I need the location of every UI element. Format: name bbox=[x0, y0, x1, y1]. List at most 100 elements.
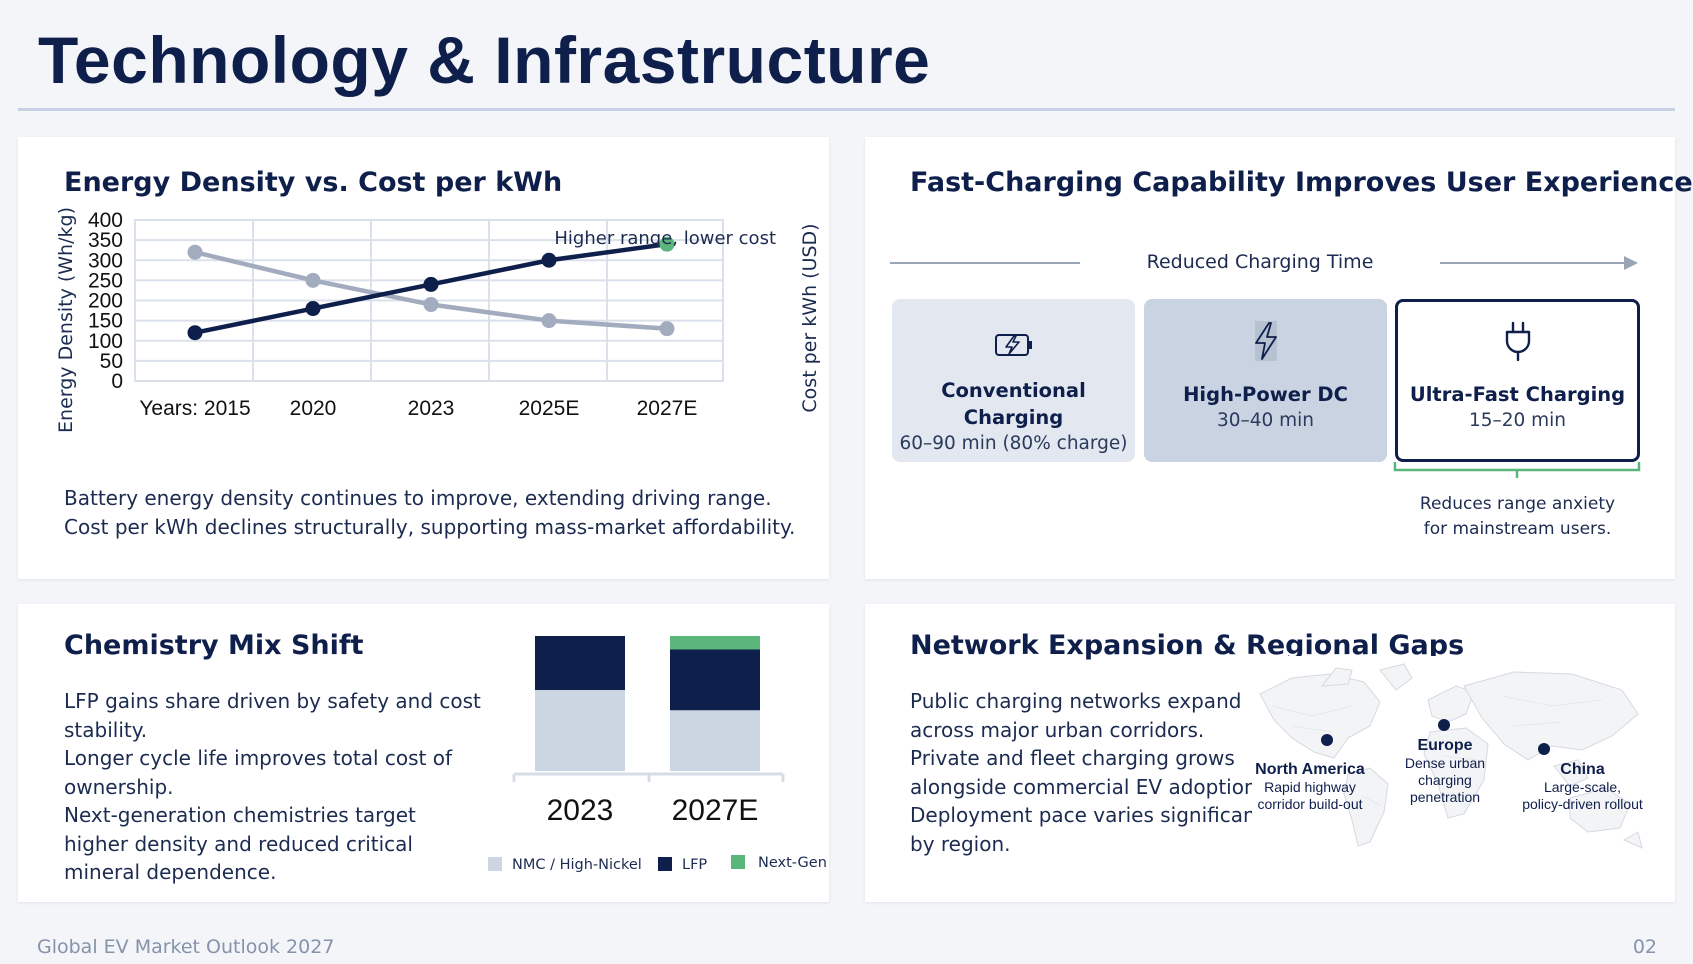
reduced-time-arrow bbox=[890, 256, 1638, 270]
bar-segment bbox=[535, 636, 625, 690]
tier-dc-time: 30–40 min bbox=[1216, 410, 1315, 431]
legend-nextgen-label: Next-Gen bbox=[758, 855, 827, 871]
bar-segment bbox=[670, 710, 760, 771]
china-marker bbox=[1538, 743, 1550, 755]
bar-segment bbox=[670, 649, 760, 711]
tier-ultra-fast: Ultra-Fast Charging 15–20 min bbox=[1395, 299, 1640, 462]
world-map-icon bbox=[1252, 656, 1652, 856]
region-na-name: North America bbox=[1255, 761, 1365, 778]
tier-conventional: Conventional Charging 60–90 min (80% cha… bbox=[892, 299, 1135, 462]
bar-category-label: 2027E bbox=[672, 794, 759, 827]
x-tick-label: 2020 bbox=[290, 397, 337, 420]
region-eu-desc-3: penetration bbox=[1409, 789, 1481, 805]
x-tick-label: Years: 2015 bbox=[139, 397, 250, 420]
energy-card-body: Battery energy density continues to impr… bbox=[64, 484, 795, 541]
net-body-line-6: by region. bbox=[910, 831, 1011, 856]
energy-card-title: Energy Density vs. Cost per kWh bbox=[64, 167, 563, 198]
chem-body-line-1: LFP gains share driven by safety and cos… bbox=[64, 689, 481, 713]
footer-report-name: Global EV Market Outlook 2027 bbox=[37, 936, 335, 958]
network-card-title: Network Expansion & Regional Gaps bbox=[910, 630, 1465, 661]
tier-ultra-time: 15–20 min bbox=[1468, 410, 1567, 431]
legend-lfp: LFP bbox=[658, 857, 707, 873]
legend-nmc: NMC / High-Nickel bbox=[488, 857, 642, 873]
y2-axis-label: Cost per kWh (USD) bbox=[799, 223, 821, 412]
tier-ultra-name: Ultra-Fast Charging bbox=[1409, 383, 1626, 406]
region-na-desc-1: Rapid highway bbox=[1264, 779, 1356, 795]
energy-body-line-1: Battery energy density continues to impr… bbox=[64, 486, 772, 510]
tier-dc-name: High-Power DC bbox=[1183, 383, 1348, 406]
chemistry-stacked-bar-chart: 2023 2027E bbox=[512, 636, 785, 827]
title-divider bbox=[18, 108, 1675, 111]
data-point bbox=[423, 276, 439, 292]
y-tick-label: 350 bbox=[88, 229, 123, 252]
range-anxiety-note: Reduces range anxiety for mainstream use… bbox=[1395, 492, 1640, 542]
plug-icon bbox=[1505, 321, 1530, 362]
note-line-2: for mainstream users. bbox=[1423, 519, 1612, 539]
region-china: China Large-scale, policy-driven rollout bbox=[1510, 760, 1655, 813]
chem-body-line-4: ownership. bbox=[64, 774, 174, 799]
chem-body-line-3: Longer cycle life improves total cost of bbox=[64, 746, 453, 770]
y-tick-label: 300 bbox=[88, 249, 123, 272]
data-point bbox=[305, 272, 321, 288]
legend-lfp-label: LFP bbox=[682, 857, 708, 873]
battery-bolt-icon bbox=[994, 334, 1032, 356]
data-point bbox=[541, 313, 557, 329]
region-cn-desc-2: policy-driven rollout bbox=[1522, 796, 1643, 812]
footer-page-number: 02 bbox=[1632, 936, 1657, 958]
region-na-desc-2: corridor build-out bbox=[1257, 796, 1363, 812]
net-body-line-5: Deployment pace varies significantl bbox=[910, 803, 1270, 827]
note-line-1: Reduces range anxiety bbox=[1419, 494, 1616, 514]
bar-segment bbox=[535, 690, 625, 771]
y-tick-label: 200 bbox=[88, 290, 123, 313]
chemistry-card-body: LFP gains share driven by safety and cos… bbox=[64, 687, 481, 887]
chem-body-line-2: stability. bbox=[64, 717, 148, 742]
ultra-fast-bracket bbox=[1393, 462, 1641, 478]
reduced-time-label: Reduced Charging Time bbox=[1146, 251, 1374, 273]
y-tick-label: 150 bbox=[88, 310, 123, 333]
legend-nmc-swatch bbox=[488, 857, 502, 871]
y-tick-label: 0 bbox=[111, 370, 123, 393]
network-card-body: Public charging networks expand across m… bbox=[910, 687, 1269, 858]
chart-x-ticks: Years: 2015 2020 2023 2025E 2027E bbox=[139, 397, 697, 420]
data-point bbox=[423, 297, 439, 313]
y-axis-label: Energy Density (Wh/kg) bbox=[55, 207, 77, 433]
net-body-line-2: across major urban corridors. bbox=[910, 717, 1205, 742]
region-cn-desc-1: Large-scale, bbox=[1543, 779, 1622, 795]
region-eu-name: Europe bbox=[1417, 737, 1473, 754]
tier-conventional-name-1: Conventional bbox=[941, 379, 1086, 402]
data-point bbox=[659, 236, 675, 252]
data-point bbox=[541, 252, 557, 268]
y-tick-label: 100 bbox=[88, 330, 123, 353]
chem-body-line-7: mineral dependence. bbox=[64, 860, 277, 884]
region-eu-desc-2: charging bbox=[1418, 772, 1472, 788]
x-tick-label: 2023 bbox=[408, 397, 455, 420]
tier-conventional-time: 60–90 min (80% charge) bbox=[899, 433, 1128, 454]
legend-nextgen: Next-Gen bbox=[731, 855, 827, 871]
legend-nmc-label: NMC / High-Nickel bbox=[512, 857, 642, 873]
region-eu-desc-1: Dense urban bbox=[1404, 755, 1486, 771]
data-point bbox=[187, 244, 203, 260]
region-europe: Europe Dense urban charging penetration bbox=[1385, 736, 1505, 806]
x-tick-label: 2027E bbox=[637, 397, 698, 420]
bar-segment bbox=[670, 636, 760, 650]
chart-annotation: Higher range, lower cost bbox=[554, 228, 776, 249]
y-tick-label: 250 bbox=[88, 269, 123, 292]
y-tick-label: 400 bbox=[88, 209, 123, 232]
north-america-marker bbox=[1321, 734, 1333, 746]
y-tick-label: 50 bbox=[100, 350, 123, 373]
legend-lfp-swatch bbox=[658, 857, 672, 871]
chem-body-line-6: higher density and reduced critical bbox=[64, 831, 413, 856]
energy-body-line-2: Cost per kWh declines structurally, supp… bbox=[64, 514, 796, 539]
bar-axis bbox=[512, 772, 785, 782]
page-title: Technology & Infrastructure bbox=[38, 23, 931, 97]
tier-high-power-dc: High-Power DC 30–40 min bbox=[1144, 299, 1387, 462]
region-cn-name: China bbox=[1560, 761, 1605, 778]
chem-body-line-5: Next-generation chemistries target bbox=[64, 803, 416, 827]
chemistry-card-title: Chemistry Mix Shift bbox=[64, 630, 364, 661]
charging-card-title: Fast-Charging Capability Improves User E… bbox=[910, 167, 1693, 198]
tier-conventional-name-2: Charging bbox=[963, 406, 1064, 429]
chart-series bbox=[187, 236, 675, 341]
data-point bbox=[305, 301, 321, 317]
